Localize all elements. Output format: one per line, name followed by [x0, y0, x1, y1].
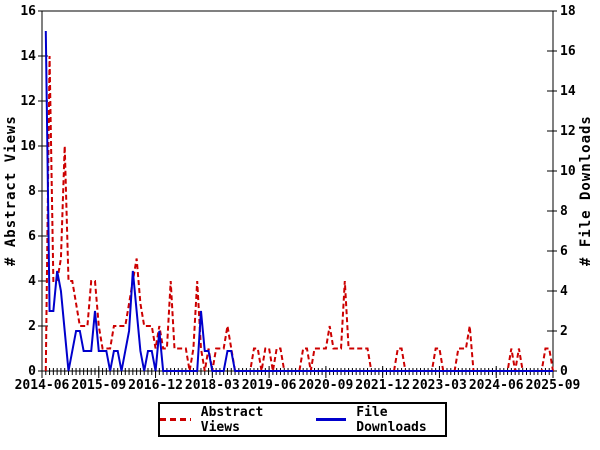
x-tick-label: 2021-12	[355, 378, 410, 393]
y-right-tick-label: 16	[560, 44, 576, 59]
legend-label: Abstract Views	[200, 404, 264, 435]
plot-border	[41, 10, 554, 372]
x-tick-label: 2018-03	[185, 378, 240, 393]
y-right-tick-label: 6	[560, 244, 568, 259]
y-left-tick-label: 16	[20, 4, 36, 19]
y-right-tick-label: 14	[560, 84, 576, 99]
y-right-tick-label: 8	[560, 204, 568, 219]
y-left-tick-label: 6	[28, 229, 36, 244]
x-tick-label: 2014-06	[15, 378, 70, 393]
y-left-tick-label: 12	[20, 94, 36, 109]
x-tick-label: 2025-09	[526, 378, 581, 393]
x-tick-label: 2019-06	[242, 378, 297, 393]
y-left-tick-label: 14	[20, 49, 36, 64]
series-file-downloads	[44, 30, 553, 372]
y-right-tick-label: 12	[560, 124, 576, 139]
x-tick-label: 2016-12	[128, 378, 183, 393]
legend-item-abstract-views: Abstract Views	[160, 405, 290, 435]
x-tick-label: 2015-09	[71, 378, 126, 393]
legend-item-file-downloads: File Downloads	[315, 404, 446, 435]
y-axis-title-right: # File Downloads	[578, 115, 594, 267]
y-left-tick-label: 4	[28, 274, 36, 289]
y-left-tick-label: 2	[28, 319, 36, 334]
y-right-tick-label: 0	[560, 364, 568, 379]
series-abstract-views	[44, 55, 554, 372]
x-tick-label: 2020-09	[298, 378, 353, 393]
y-axis-title-left: # Abstract Views	[3, 115, 19, 267]
x-tick-label: 2024-06	[469, 378, 524, 393]
y-right-tick-label: 18	[560, 4, 576, 19]
y-right-tick-label: 10	[560, 164, 576, 179]
x-tick-label: 2023-03	[412, 378, 467, 393]
y-left-tick-label: 0	[28, 364, 36, 379]
solid-line-sample-icon	[315, 418, 347, 421]
y-right-tick-label: 4	[560, 284, 568, 299]
y-left-tick-label: 10	[20, 139, 36, 154]
y-left-tick-label: 8	[28, 184, 36, 199]
dashed-line-sample-icon	[160, 418, 191, 421]
legend-label: File Downloads	[356, 404, 427, 435]
legend: Abstract Views File Downloads	[158, 402, 447, 437]
y-right-tick-label: 2	[560, 324, 568, 339]
